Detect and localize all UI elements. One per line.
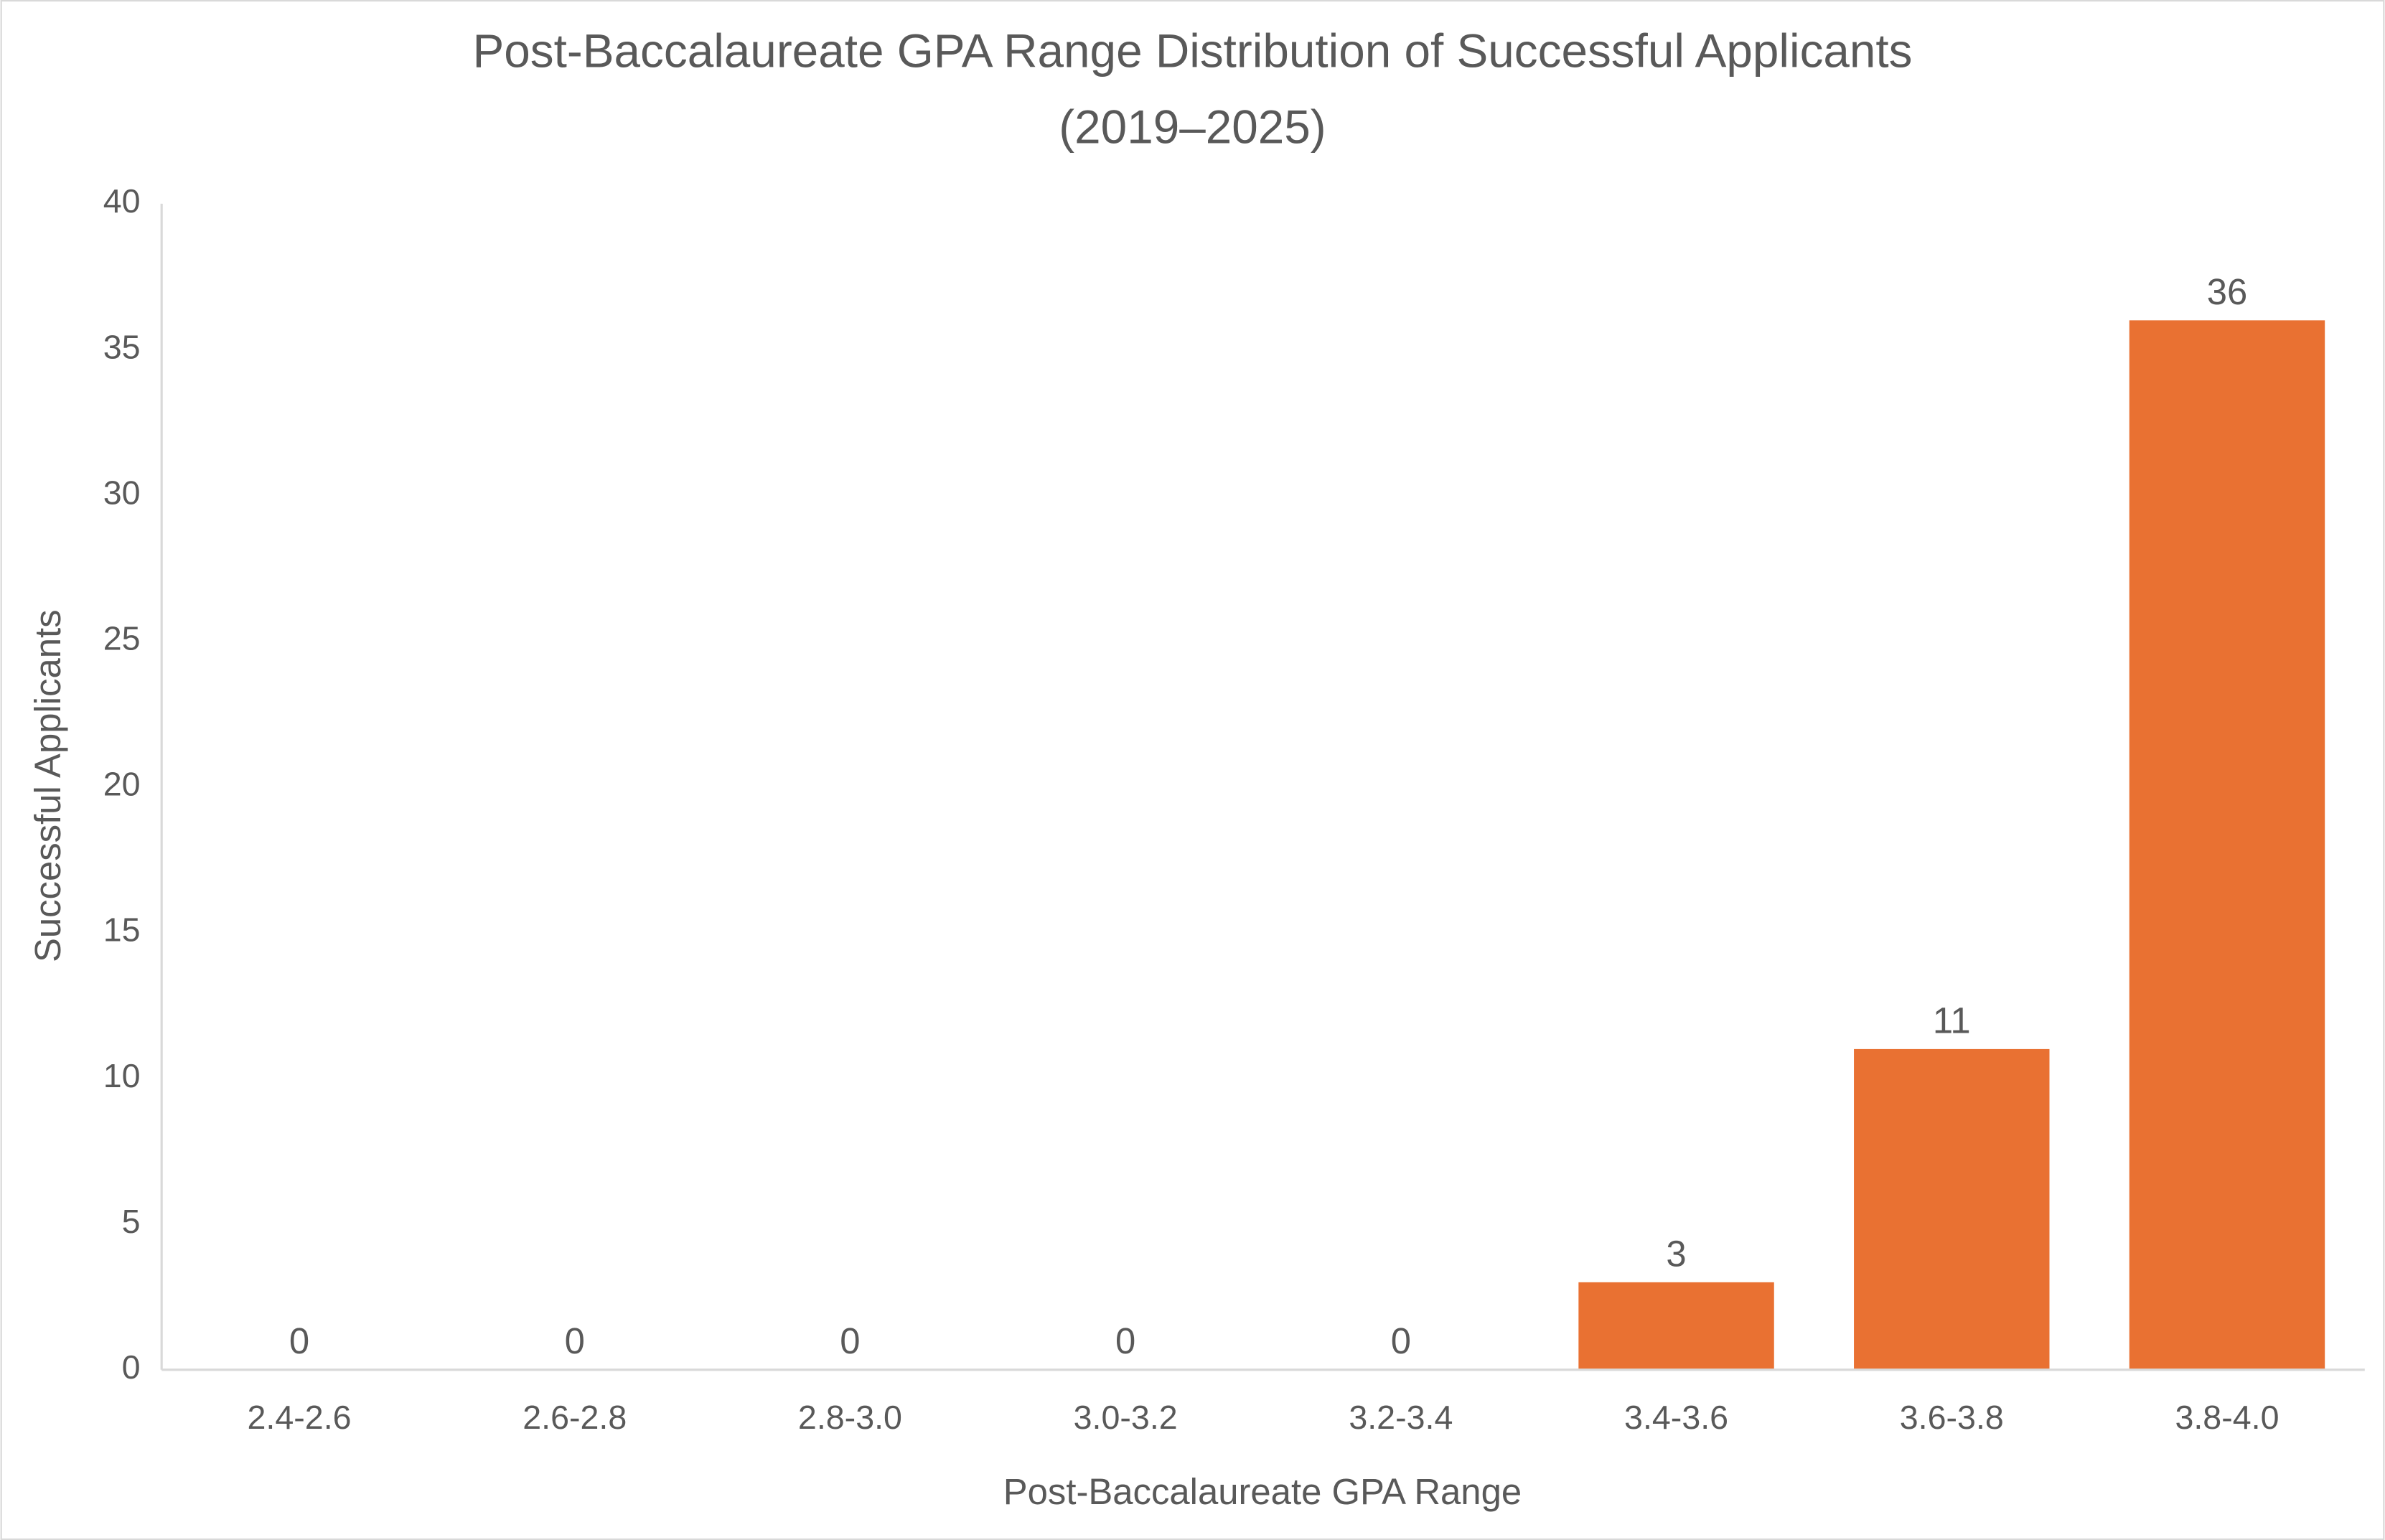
x-tick-label: 2.8-3.0 <box>798 1399 902 1436</box>
y-tick-label: 30 <box>103 474 141 511</box>
bar <box>1854 1048 2050 1370</box>
y-tick-label: 35 <box>103 328 141 365</box>
data-label: 0 <box>1391 1320 1411 1361</box>
data-label: 11 <box>1933 1000 1971 1041</box>
y-tick-label: 0 <box>122 1348 141 1386</box>
data-label: 0 <box>289 1320 309 1361</box>
x-tick-label: 3.8-4.0 <box>2175 1399 2279 1436</box>
bar <box>2129 320 2325 1370</box>
data-label: 0 <box>840 1320 860 1361</box>
data-label: 36 <box>2207 271 2248 312</box>
data-label: 0 <box>1115 1320 1135 1361</box>
y-axis-label: Successful Applicants <box>27 609 68 962</box>
y-tick-label: 20 <box>103 766 141 803</box>
y-tick-label: 25 <box>103 620 141 657</box>
x-tick-label: 3.6-3.8 <box>1900 1399 2004 1436</box>
chart-title: Post-Baccalaureate GPA Range Distributio… <box>472 25 1912 78</box>
x-tick-label: 2.4-2.6 <box>248 1399 352 1436</box>
x-tick-label: 3.4-3.6 <box>1624 1399 1728 1436</box>
y-tick-label: 10 <box>103 1057 141 1094</box>
bar <box>1578 1282 1774 1370</box>
y-tick-label: 5 <box>122 1203 141 1240</box>
x-tick-label: 3.0-3.2 <box>1074 1399 1178 1436</box>
data-label: 3 <box>1666 1233 1686 1274</box>
x-tick-label: 3.2-3.4 <box>1349 1399 1453 1436</box>
x-tick-label: 2.6-2.8 <box>523 1399 627 1436</box>
x-axis-label: Post-Baccalaureate GPA Range <box>1003 1471 1522 1512</box>
chart-title: (2019–2025) <box>1059 101 1326 154</box>
data-label: 0 <box>565 1320 585 1361</box>
y-tick-label: 15 <box>103 911 141 949</box>
y-tick-label: 40 <box>103 182 141 220</box>
